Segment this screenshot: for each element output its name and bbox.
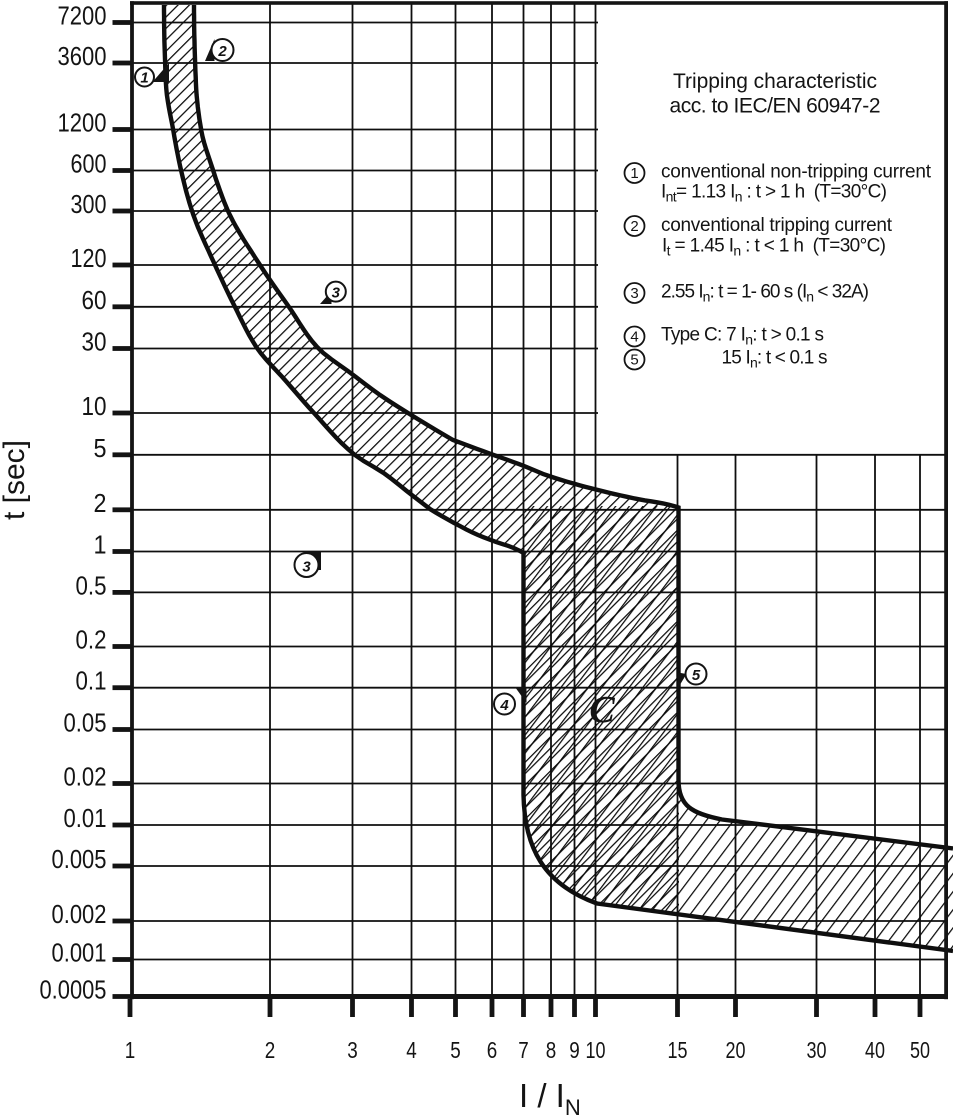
svg-text:0.002: 0.002 (52, 899, 107, 929)
svg-text:15 In: t < 0.1 s: 15 In: t < 0.1 s (722, 348, 828, 371)
svg-text:t [sec]: t [sec] (0, 440, 31, 520)
svg-text:0.2: 0.2 (76, 625, 107, 655)
svg-text:3: 3 (332, 284, 341, 301)
svg-text:1200: 1200 (58, 108, 107, 138)
svg-text:7: 7 (518, 1037, 529, 1063)
svg-text:9: 9 (569, 1037, 580, 1063)
svg-text:6: 6 (487, 1037, 498, 1063)
svg-text:0.01: 0.01 (64, 803, 107, 833)
svg-text:Tripping characteristic: Tripping characteristic (673, 70, 877, 93)
svg-text:8: 8 (546, 1037, 557, 1063)
svg-text:600: 600 (71, 149, 107, 179)
svg-text:7200: 7200 (58, 1, 107, 31)
svg-text:30: 30 (807, 1037, 827, 1063)
svg-text:5: 5 (450, 1037, 461, 1063)
svg-text:0.05: 0.05 (64, 708, 107, 738)
svg-text:15: 15 (668, 1037, 688, 1063)
svg-text:C: C (589, 689, 615, 731)
svg-text:2: 2 (94, 488, 107, 518)
svg-text:300: 300 (71, 189, 107, 219)
svg-text:5: 5 (692, 667, 701, 684)
svg-text:0.5: 0.5 (76, 570, 107, 600)
svg-text:3: 3 (302, 558, 311, 575)
svg-text:acc. to IEC/EN 60947-2: acc. to IEC/EN 60947-2 (670, 95, 881, 118)
svg-text:4: 4 (406, 1037, 417, 1063)
svg-text:30: 30 (82, 327, 107, 357)
svg-text:0.0005: 0.0005 (40, 975, 107, 1005)
svg-text:conventional tripping current: conventional tripping current (661, 215, 893, 236)
svg-text:120: 120 (71, 243, 107, 273)
svg-text:10: 10 (586, 1037, 606, 1063)
svg-text:Type C: 7 In: t > 0.1 s: Type C: 7 In: t > 0.1 s (661, 325, 824, 348)
svg-text:20: 20 (726, 1037, 746, 1063)
svg-text:60: 60 (82, 285, 107, 315)
svg-text:0.005: 0.005 (52, 844, 107, 874)
svg-text:0.1: 0.1 (76, 666, 107, 696)
svg-text:5: 5 (94, 433, 107, 463)
svg-text:10: 10 (82, 391, 107, 421)
svg-text:It = 1.45 In : t < 1 h (T=30°: It = 1.45 In : t < 1 h (T=30°C) (662, 236, 886, 259)
svg-text:3600: 3600 (58, 41, 107, 71)
svg-text:0.02: 0.02 (64, 762, 107, 792)
svg-text:5: 5 (630, 352, 638, 369)
svg-text:1: 1 (630, 165, 638, 182)
svg-text:2: 2 (630, 218, 638, 235)
svg-text:0.001: 0.001 (52, 938, 107, 968)
svg-text:3: 3 (347, 1037, 358, 1063)
svg-text:conventional non-tripping curr: conventional non-tripping current (661, 162, 932, 183)
svg-text:2: 2 (265, 1037, 276, 1063)
svg-text:50: 50 (910, 1037, 930, 1063)
svg-text:4: 4 (630, 329, 638, 346)
svg-text:4: 4 (499, 697, 509, 714)
svg-text:Int= 1.13 In : t > 1 h (T=30°: Int= 1.13 In : t > 1 h (T=30°C) (661, 182, 887, 205)
svg-text:2.55 In: t = 1- 60 s (In < 32A: 2.55 In: t = 1- 60 s (In < 32A) (661, 282, 869, 305)
svg-text:3: 3 (630, 285, 638, 302)
svg-text:2: 2 (217, 43, 227, 60)
svg-text:1: 1 (125, 1037, 136, 1063)
svg-text:40: 40 (865, 1037, 885, 1063)
svg-text:1: 1 (94, 530, 107, 560)
svg-text:1: 1 (140, 69, 148, 86)
